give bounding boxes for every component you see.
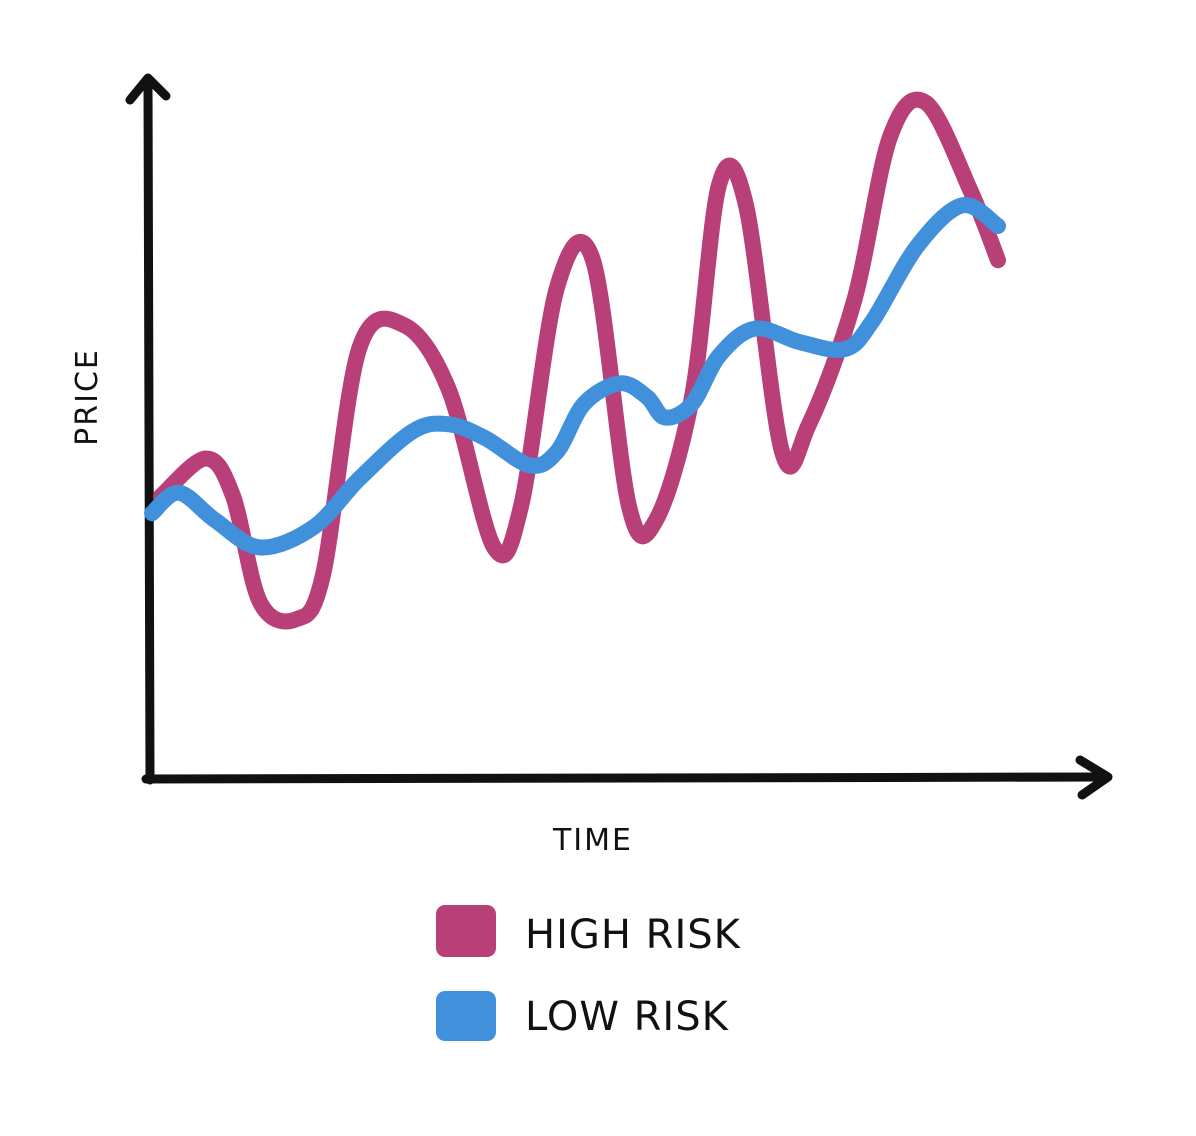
y-axis-label: PRICE: [70, 348, 105, 446]
axes: [125, 73, 1113, 800]
series-line-low-risk: [144, 197, 1006, 556]
legend-item-high-risk: HIGH RISK: [436, 905, 742, 958]
y-axis-line: [143, 80, 155, 785]
series-line-high-risk: [153, 91, 1006, 630]
legend-swatch-low-risk: [436, 991, 496, 1041]
series-layer: [144, 91, 1006, 630]
legend-label-low-risk: LOW RISK: [525, 994, 730, 1040]
legend: HIGH RISK LOW RISK: [436, 905, 742, 1041]
y-axis-arrowhead: [125, 73, 171, 105]
x-axis-label: TIME: [552, 823, 633, 858]
legend-swatch-high-risk: [436, 905, 496, 957]
x-axis-arrowhead: [1075, 755, 1113, 800]
x-axis-line: [141, 772, 1111, 784]
legend-label-high-risk: HIGH RISK: [525, 912, 742, 958]
legend-item-low-risk: LOW RISK: [436, 991, 730, 1041]
